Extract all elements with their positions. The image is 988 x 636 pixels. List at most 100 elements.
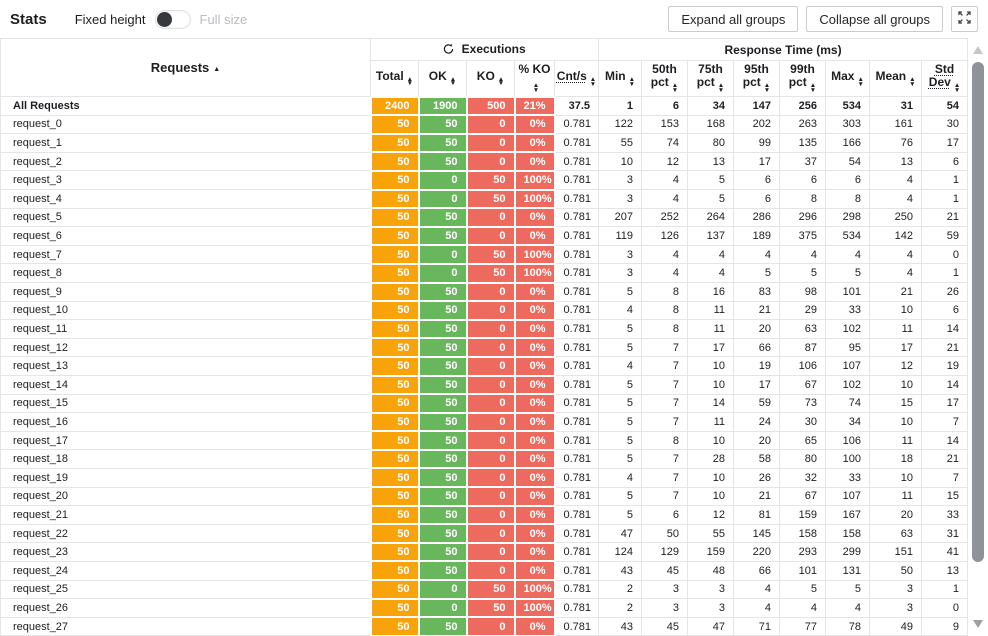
stat-cell: 4 <box>869 170 923 191</box>
request-name[interactable]: request_26 <box>0 598 371 618</box>
stat-cell: 0% <box>513 225 556 247</box>
request-name[interactable]: request_6 <box>0 226 371 246</box>
column-header-99th-pct[interactable]: 99th pct <box>779 59 827 98</box>
request-name[interactable]: request_16 <box>0 412 371 432</box>
table-row: All Requests 2400 1900 500 21% 37.5 1 6 34 147 256… <box>0 95 969 117</box>
stat-cell: 5 <box>598 375 643 395</box>
stat-cell: 50 <box>369 225 420 247</box>
column-header--ko[interactable]: % KO <box>514 59 555 98</box>
height-mode-toggle[interactable] <box>154 9 191 29</box>
request-name[interactable]: request_9 <box>0 282 371 302</box>
stat-cell: 1 <box>598 96 643 116</box>
stat-cell: 159 <box>779 505 827 525</box>
stat-cell: 33 <box>825 467 871 488</box>
request-name[interactable]: request_18 <box>0 449 371 469</box>
stat-cell: 13 <box>687 151 735 172</box>
stat-cell: 0 <box>465 616 516 636</box>
column-header-75th-pct[interactable]: 75th pct <box>687 59 735 98</box>
request-name[interactable]: request_2 <box>0 151 371 172</box>
stat-cell: 31 <box>921 523 969 544</box>
stat-cell: 0.781 <box>553 486 600 507</box>
table-row: request_12 50 50 0 0% 0.781 5 7 17 66 87 95 17 21 <box>0 337 969 358</box>
stat-cell: 0% <box>513 151 556 172</box>
request-name[interactable]: request_1 <box>0 133 371 153</box>
request-name[interactable]: request_22 <box>0 523 371 544</box>
expand-all-groups-button[interactable]: Expand all groups <box>668 6 799 32</box>
stat-cell: 0% <box>513 486 556 507</box>
column-header-std-dev[interactable]: Std Dev <box>921 59 969 98</box>
stat-cell: 50 <box>417 616 468 636</box>
requests-header-label: Requests <box>150 60 210 76</box>
stat-cell: 15 <box>869 393 923 414</box>
request-name[interactable]: request_12 <box>0 337 371 358</box>
stat-cell: 8 <box>825 189 871 209</box>
stat-cell: 135 <box>779 133 827 153</box>
collapse-all-groups-button[interactable]: Collapse all groups <box>806 6 943 32</box>
column-header-total[interactable]: Total <box>370 59 419 98</box>
stat-cell: 0 <box>465 337 516 358</box>
stat-cell: 4 <box>733 244 781 265</box>
request-name[interactable]: request_3 <box>0 170 371 191</box>
stat-cell: 5 <box>598 393 643 414</box>
request-name[interactable]: request_14 <box>0 375 371 395</box>
scrollbar-thumb[interactable] <box>972 62 984 562</box>
column-header-ok[interactable]: OK <box>418 59 467 98</box>
column-header-ko[interactable]: KO <box>466 59 515 98</box>
request-name[interactable]: request_25 <box>0 579 371 600</box>
requests-column-header[interactable]: Requests ▲ <box>0 37 371 98</box>
fullscreen-expand-icon <box>958 11 971 27</box>
request-name[interactable]: request_23 <box>0 542 371 562</box>
scroll-up-icon[interactable] <box>973 46 983 54</box>
table-row: request_13 50 50 0 0% 0.781 4 7 10 19 106 107 12 19 <box>0 355 969 377</box>
stat-cell: 0.781 <box>553 430 600 451</box>
stat-cell: 4 <box>641 263 689 284</box>
request-name[interactable]: request_0 <box>0 114 371 135</box>
stat-cell: 50 <box>369 355 420 377</box>
stat-cell: 95 <box>825 337 871 358</box>
column-header-max[interactable]: Max <box>825 59 871 98</box>
stat-cell: 0.781 <box>553 505 600 525</box>
stat-cell: 158 <box>779 523 827 544</box>
fixed-height-label: Fixed height <box>74 11 146 27</box>
request-name[interactable]: request_8 <box>0 263 371 284</box>
stat-cell: 0 <box>417 579 468 600</box>
request-name[interactable]: request_15 <box>0 393 371 414</box>
column-header-min[interactable]: Min <box>598 59 643 98</box>
column-header-mean[interactable]: Mean <box>869 59 923 98</box>
stat-cell: 4 <box>779 598 827 618</box>
request-name[interactable]: request_19 <box>0 467 371 488</box>
stat-cell: 534 <box>825 226 871 246</box>
stat-cell: 0.781 <box>553 616 600 636</box>
stat-cell: 0.781 <box>553 226 600 246</box>
stat-cell: 71 <box>733 616 781 636</box>
request-name[interactable]: request_21 <box>0 505 371 525</box>
column-header-50th-pct[interactable]: 50th pct <box>641 59 689 98</box>
stat-cell: 76 <box>869 133 923 153</box>
request-name[interactable]: request_7 <box>0 244 371 265</box>
request-name[interactable]: request_27 <box>0 616 371 636</box>
stat-cell: 4 <box>641 244 689 265</box>
request-name[interactable]: request_17 <box>0 430 371 451</box>
request-name[interactable]: request_20 <box>0 486 371 507</box>
request-name[interactable]: All Requests <box>0 96 371 116</box>
request-name[interactable]: request_13 <box>0 356 371 376</box>
stat-cell: 37.5 <box>553 96 600 116</box>
vertical-scrollbar[interactable] <box>970 40 986 634</box>
stat-cell: 1 <box>921 170 969 191</box>
column-header-cnt-s[interactable]: Cnt/s <box>553 59 600 98</box>
stat-cell: 4 <box>641 189 689 209</box>
column-header-95th-pct[interactable]: 95th pct <box>733 59 781 98</box>
request-name[interactable]: request_4 <box>0 189 371 209</box>
sort-icon <box>533 84 539 94</box>
sort-icon <box>450 78 456 88</box>
scroll-down-icon[interactable] <box>973 620 983 628</box>
stat-cell: 0% <box>513 541 556 563</box>
request-name[interactable]: request_10 <box>0 300 371 321</box>
stat-cell: 5 <box>598 337 643 358</box>
fullscreen-button[interactable] <box>951 6 978 32</box>
request-name[interactable]: request_24 <box>0 560 371 581</box>
request-name[interactable]: request_11 <box>0 319 371 339</box>
request-name[interactable]: request_5 <box>0 207 371 228</box>
stat-cell: 0 <box>465 225 516 247</box>
sort-asc-icon: ▲ <box>213 66 221 74</box>
